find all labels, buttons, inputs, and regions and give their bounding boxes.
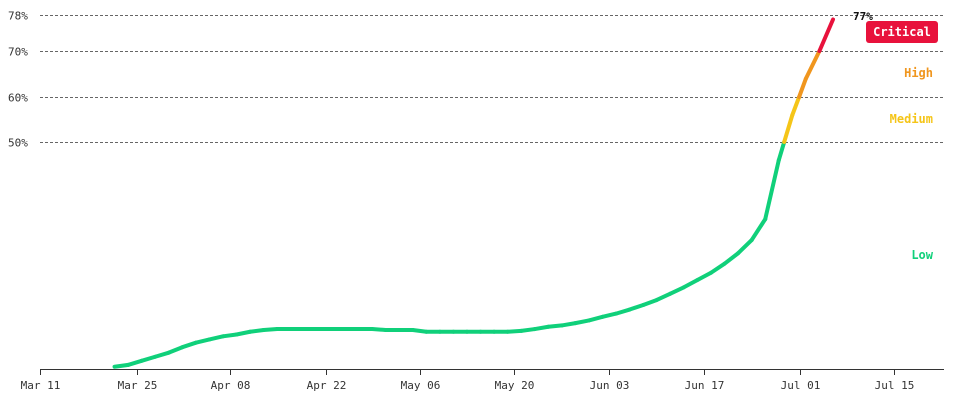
line-segment xyxy=(248,327,266,334)
band-label-medium: Medium xyxy=(890,112,933,126)
x-tick-label: May 06 xyxy=(401,379,441,392)
line-segment xyxy=(587,314,605,323)
band-label-high: High xyxy=(904,66,933,80)
line-segment xyxy=(112,362,131,369)
line-segment xyxy=(782,113,795,144)
line-segment xyxy=(790,95,802,117)
line-segment xyxy=(722,251,741,266)
line-segment xyxy=(532,324,551,332)
band-label-low: Low xyxy=(911,248,933,262)
line-segment xyxy=(654,291,673,302)
x-tick-label: Jun 17 xyxy=(685,379,725,392)
line-segment xyxy=(803,49,822,81)
x-tick-label: Apr 08 xyxy=(211,379,251,392)
line-segment xyxy=(559,321,578,328)
x-tick-label: Apr 22 xyxy=(307,379,347,392)
line-segment xyxy=(261,327,280,332)
x-tick-label: Jun 03 xyxy=(590,379,630,392)
line-segment xyxy=(749,217,768,243)
line-segment xyxy=(736,238,754,256)
line-segment xyxy=(600,311,619,319)
y-tick-label: 78% xyxy=(8,10,28,23)
critical-badge: Critical xyxy=(866,21,938,43)
line-segment xyxy=(234,329,253,337)
line-segment xyxy=(614,307,632,316)
line-segment xyxy=(709,261,727,275)
line-segment xyxy=(668,285,686,296)
line-segment xyxy=(519,327,537,333)
line-segment xyxy=(166,345,185,355)
line-segment xyxy=(627,302,646,312)
line-segment xyxy=(139,354,158,363)
band-labels: Low Medium High Critical xyxy=(866,21,938,262)
x-tick-label: Mar 25 xyxy=(118,379,158,392)
x-tick-label: Mar 11 xyxy=(21,379,61,392)
x-tick-label: Jul 01 xyxy=(781,379,821,392)
y-tick-label: 60% xyxy=(8,92,28,105)
critical-badge-bg xyxy=(866,21,938,43)
current-value-label: 77% xyxy=(853,10,873,23)
current-value-marker: 77% xyxy=(853,10,873,23)
line-segment xyxy=(370,327,388,332)
line-segment xyxy=(641,297,659,307)
line-segment xyxy=(180,340,198,350)
band-label-critical: Critical xyxy=(873,25,931,39)
series-line xyxy=(112,17,835,369)
x-axis: Mar 11 Mar 25 Apr 08 Apr 22 May 06 May 20 Jun … xyxy=(21,369,944,392)
y-axis: 50% 60% 70% 78% xyxy=(8,10,28,150)
line-segment xyxy=(546,323,564,329)
x-tick-label: May 20 xyxy=(495,379,535,392)
line-segment xyxy=(221,332,239,339)
line-segment xyxy=(207,334,225,342)
line-segment xyxy=(797,76,808,99)
line-segment xyxy=(695,270,713,283)
line-segment xyxy=(681,278,700,290)
line-segment xyxy=(573,318,591,326)
line-segment xyxy=(410,327,429,334)
line-segment xyxy=(153,350,171,359)
line-segment xyxy=(776,140,787,163)
y-tick-label: 50% xyxy=(8,137,28,150)
line-segment xyxy=(193,337,212,345)
x-tick-label: Jul 15 xyxy=(875,379,915,392)
line-segment xyxy=(763,158,781,222)
grid-lines xyxy=(40,15,944,143)
line-segment xyxy=(817,17,835,53)
y-tick-label: 70% xyxy=(8,46,28,59)
line-segment xyxy=(505,328,524,334)
line-segment xyxy=(126,358,144,367)
